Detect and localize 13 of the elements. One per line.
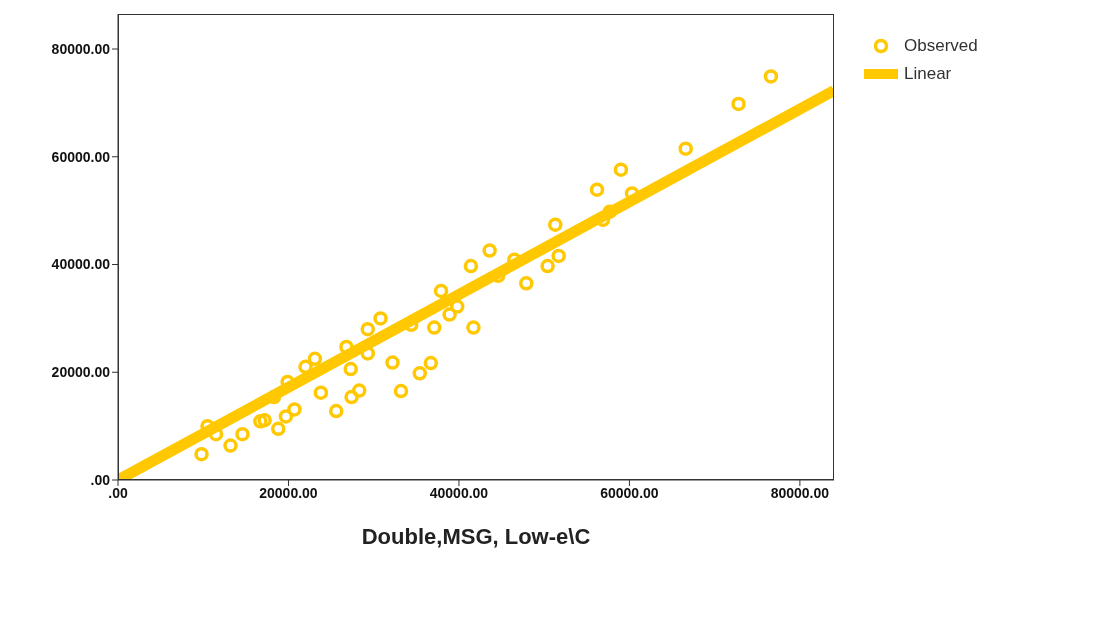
y-tick-label: 20000.00 <box>51 364 111 381</box>
x-tick-label: 20000.00 <box>259 484 318 501</box>
y-tick-label: 80000.00 <box>51 40 111 57</box>
legend-label: Observed <box>904 36 978 56</box>
y-tick-label: 40000.00 <box>51 256 111 273</box>
x-tick-label: 60000.00 <box>600 484 659 501</box>
y-tick-label: 60000.00 <box>51 148 111 165</box>
x-tick-label: .00 <box>108 484 128 501</box>
x-tick-label: 80000.00 <box>770 484 830 501</box>
x-axis-title: Double,MSG, Low-e\C <box>361 524 591 549</box>
y-tick-label: .00 <box>90 471 111 488</box>
x-tick-label: 40000.00 <box>429 484 489 501</box>
legend-label: Linear <box>904 64 952 84</box>
